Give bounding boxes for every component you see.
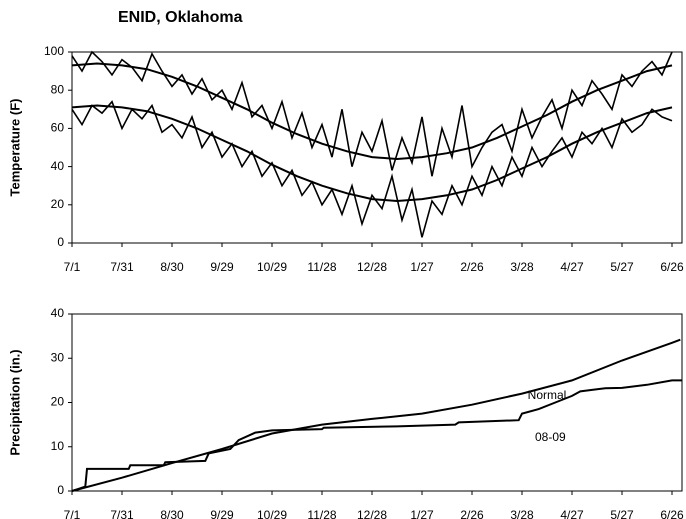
series-line [71,338,681,492]
x-tick-label: 1/27 [410,508,434,519]
x-tick-label: 2/26 [460,508,484,519]
x-tick-label: 8/30 [160,508,184,519]
y-axis-label: Precipitation (in.) [7,349,22,455]
x-tick-label: 12/28 [357,508,387,519]
x-tick-label: 7/1 [64,508,81,519]
y-tick-label: 80 [51,82,65,96]
series-line [71,379,682,492]
x-tick-label: 5/27 [610,508,634,519]
series-line [71,104,673,203]
x-tick-label: 9/29 [210,508,234,519]
y-tick-label: 100 [44,44,64,58]
x-tick-label: 6/26 [660,508,684,519]
y-tick-label: 0 [57,235,64,249]
series-label: 08-09 [535,430,566,444]
y-tick-label: 30 [51,350,65,364]
x-tick-label: 7/31 [110,508,134,519]
y-tick-label: 10 [51,439,65,453]
series-line [71,100,673,238]
x-tick-label: 4/27 [560,260,584,274]
series-label: Normal [528,388,567,402]
x-tick-label: 12/28 [357,260,387,274]
x-tick-label: 4/27 [560,508,584,519]
x-tick-label: 10/29 [257,260,287,274]
x-tick-label: 6/26 [660,260,684,274]
x-tick-label: 2/26 [460,260,484,274]
y-tick-label: 40 [51,306,65,320]
y-tick-label: 20 [51,197,65,211]
x-tick-label: 1/27 [410,260,434,274]
x-tick-label: 11/28 [307,260,336,274]
x-tick-label: 7/1 [64,260,81,274]
series-line [71,50,673,177]
x-tick-label: 3/28 [510,260,534,274]
x-tick-label: 5/27 [610,260,634,274]
y-tick-label: 60 [51,121,65,135]
y-tick-label: 40 [51,159,65,173]
series-line [71,62,673,161]
plot-frame [71,51,683,244]
y-tick-label: 0 [57,483,64,497]
chart-title: ENID, Oklahoma [118,9,243,26]
y-axis-label: Temperature (F) [7,99,22,197]
x-tick-label: 3/28 [510,508,534,519]
y-tick-label: 20 [51,395,65,409]
x-tick-label: 7/31 [110,260,134,274]
x-tick-label: 10/29 [257,508,287,519]
x-tick-label: 8/30 [160,260,184,274]
x-tick-label: 11/28 [307,508,336,519]
x-tick-label: 9/29 [210,260,234,274]
